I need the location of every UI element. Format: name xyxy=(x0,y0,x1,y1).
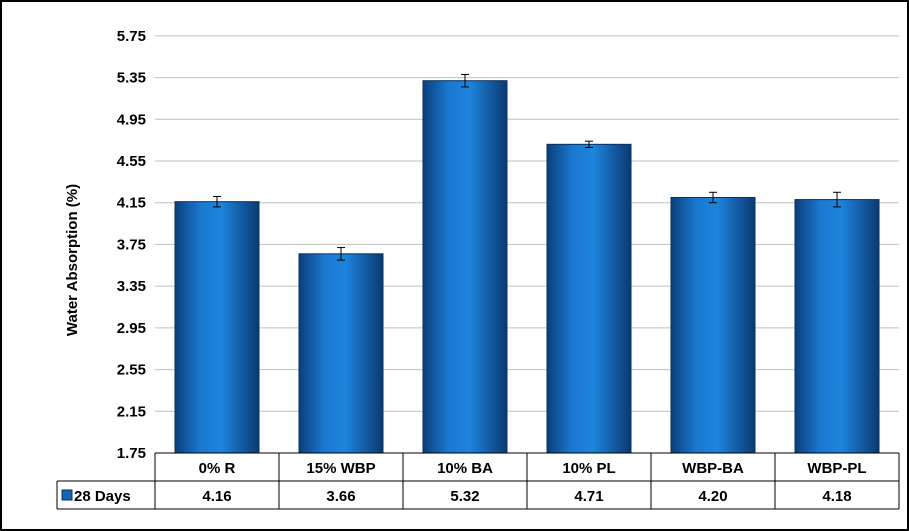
data-table: 0% R 4.16 15% WBP 3.66 10% BA 5.32 10% PL 4.71 W… xyxy=(56,452,900,510)
y-tick-label: 5.75 xyxy=(117,28,146,45)
data-label: 5.32 xyxy=(450,488,479,505)
y-tick-label: 5.35 xyxy=(117,70,146,87)
data-label: 4.16 xyxy=(202,488,231,505)
category-label: 15% WBP xyxy=(306,460,375,477)
plot-area xyxy=(155,27,899,452)
data-label: 4.71 xyxy=(574,488,603,505)
bar xyxy=(298,253,384,454)
y-tick-label: 2.95 xyxy=(117,320,146,337)
bar xyxy=(670,197,756,454)
y-tick-label: 4.55 xyxy=(117,153,146,170)
category-label: 10% PL xyxy=(562,460,615,477)
category-label: WBP-BA xyxy=(682,460,744,477)
y-tick-label: 3.75 xyxy=(117,236,146,253)
bar xyxy=(174,201,260,454)
data-label: 4.20 xyxy=(698,488,727,505)
legend-swatch xyxy=(61,489,73,501)
category-label: 10% BA xyxy=(437,460,493,477)
bar xyxy=(422,80,508,454)
data-label: 3.66 xyxy=(326,488,355,505)
data-label: 4.18 xyxy=(822,488,851,505)
bar xyxy=(546,143,632,454)
bar xyxy=(794,199,880,454)
category-label: 0% R xyxy=(199,460,236,477)
gridlines xyxy=(155,35,899,412)
y-axis-title: Water Absorption (%) xyxy=(64,184,81,336)
y-tick-label: 3.35 xyxy=(117,278,146,295)
y-tick-label: 2.15 xyxy=(117,403,146,420)
y-tick-label: 2.55 xyxy=(117,362,146,379)
category-label: WBP-PL xyxy=(807,460,866,477)
series-name: 28 Days xyxy=(74,488,131,505)
y-tick-label: 4.15 xyxy=(117,195,146,212)
y-tick-label: 1.75 xyxy=(117,445,146,462)
error-bars xyxy=(213,73,841,261)
y-tick-label: 4.95 xyxy=(117,111,146,128)
y-axis-ticks: 1.75 2.15 2.55 2.95 3.35 3.75 4.15 4.55 4.95 5.35… xyxy=(117,28,146,462)
